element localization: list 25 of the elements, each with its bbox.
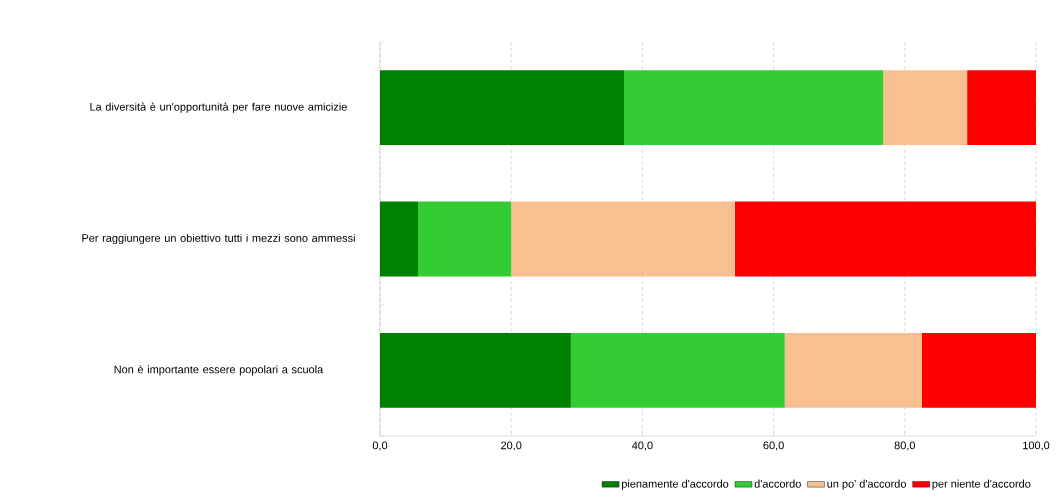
x-tick-label: 20,0 (501, 441, 522, 451)
legend-label: per niente d'accordo (932, 479, 1031, 490)
bar (380, 332, 571, 408)
bar (511, 201, 735, 277)
bar (921, 332, 1037, 408)
y-tick-label: La diversità è un'opportunità per fare nuove amicizie (90, 102, 347, 113)
bar (967, 70, 1037, 146)
x-tick-label: 100,0 (1023, 441, 1050, 451)
bar (624, 70, 884, 146)
bar (883, 70, 968, 146)
x-tick-label: 60,0 (763, 441, 784, 451)
bar (380, 201, 419, 277)
bar (734, 201, 1037, 277)
legend-label: pienamente d'accordo (621, 479, 729, 490)
bar (570, 332, 785, 408)
y-tick-label: Non è importante essere popolari a scuola (114, 365, 324, 376)
legend-label: d'accordo (754, 479, 801, 488)
x-tick-label: 40,0 (631, 441, 653, 451)
legend-label: un po' d'accordo (827, 479, 906, 490)
bar (380, 70, 625, 146)
bar (418, 201, 512, 277)
x-tick-label: 0,0 (372, 441, 388, 451)
bar (784, 332, 922, 408)
y-tick-label: Per raggiungere un obiettivo tutti i mezzi sono ammessi (82, 233, 355, 245)
x-tick-label: 80,0 (894, 441, 916, 451)
